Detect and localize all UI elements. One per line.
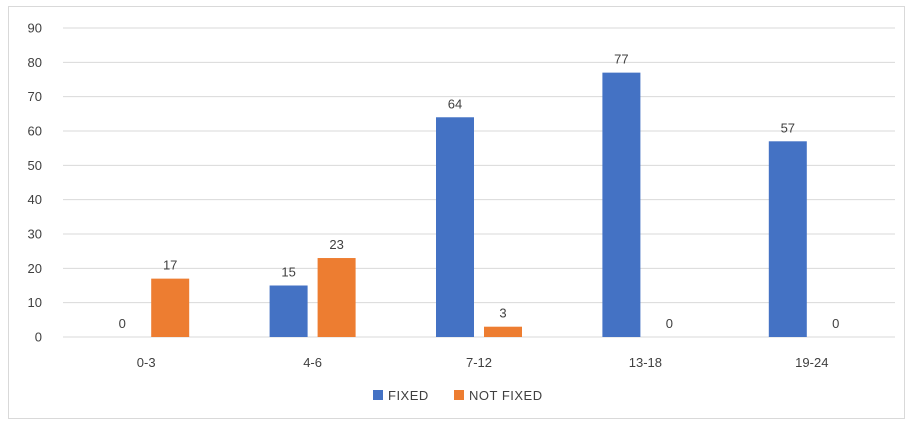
data-label: 64	[448, 96, 462, 111]
y-tick-label: 40	[28, 192, 42, 207]
data-label: 23	[329, 237, 343, 252]
legend-label: FIXED	[388, 388, 429, 403]
y-tick-label: 0	[35, 330, 42, 345]
bar-fixed-7-12	[436, 117, 474, 338]
data-label: 0	[832, 316, 839, 331]
legend-label: NOT FIXED	[469, 388, 543, 403]
bar-fixed-13-18	[602, 72, 641, 337]
x-tick-label: 19-24	[795, 355, 828, 370]
y-tick-label: 10	[28, 295, 42, 310]
data-labels: 0 17 15 23 64 3 77 0 57 0	[119, 52, 840, 331]
bar-fixed-4-6	[269, 285, 308, 337]
data-label: 0	[119, 316, 126, 331]
legend-swatch	[373, 390, 383, 400]
x-tick-label: 0-3	[137, 355, 156, 370]
y-tick-label: 90	[28, 21, 42, 36]
data-label: 17	[163, 258, 177, 273]
data-label: 0	[666, 316, 673, 331]
bars	[151, 72, 807, 338]
x-tick-label: 13-18	[629, 355, 662, 370]
y-tick-label: 60	[28, 124, 42, 139]
y-tick-label: 50	[28, 158, 42, 173]
y-tick-label: 80	[28, 55, 42, 70]
gridlines	[63, 27, 895, 338]
x-axis-ticks: 0-3 4-6 7-12 13-18 19-24	[137, 355, 829, 370]
bar-not-fixed-4-6	[317, 258, 356, 337]
bar-not-fixed-0-3	[151, 278, 190, 337]
y-tick-label: 70	[28, 89, 42, 104]
data-label: 57	[781, 120, 795, 135]
x-tick-label: 4-6	[303, 355, 322, 370]
x-tick-label: 7-12	[466, 355, 492, 370]
y-tick-label: 20	[28, 261, 42, 276]
data-label: 15	[281, 265, 295, 280]
legend-swatch	[454, 390, 464, 400]
y-axis-ticks: 0 10 20 30 40 50 60 70 80 90	[28, 21, 42, 345]
bar-not-fixed-7-12	[484, 326, 522, 337]
y-tick-label: 30	[28, 227, 42, 242]
bar-fixed-19-24	[768, 141, 807, 337]
data-label: 3	[499, 306, 506, 321]
data-label: 77	[614, 52, 628, 67]
legend: FIXED NOT FIXED	[373, 388, 543, 403]
